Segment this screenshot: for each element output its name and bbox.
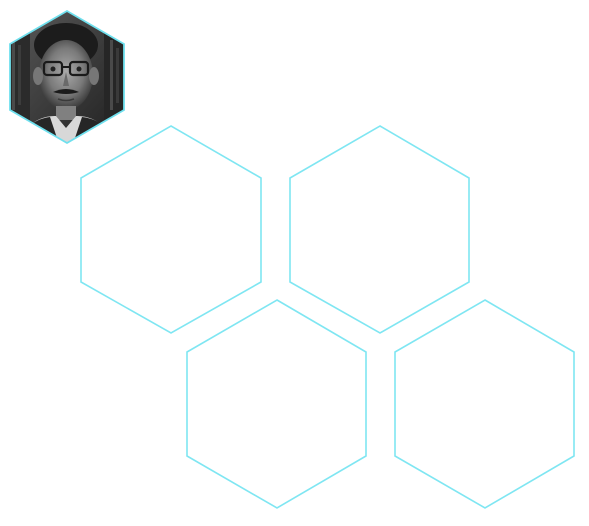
hexagon-tile-4[interactable] <box>394 299 575 509</box>
hexagon-tile-1[interactable] <box>80 125 262 334</box>
hexagon-tile-3[interactable] <box>186 299 367 509</box>
avatar-hexagon-border <box>9 9 125 145</box>
hexagon-tile-2[interactable] <box>289 125 470 334</box>
person-photo-icon <box>10 11 124 143</box>
avatar[interactable] <box>8 9 128 147</box>
